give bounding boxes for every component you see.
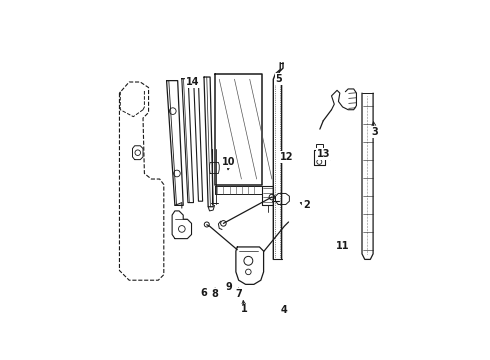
Text: 10: 10 [222, 157, 236, 167]
Text: 6: 6 [200, 288, 207, 298]
Text: 8: 8 [212, 289, 219, 299]
Text: 5: 5 [275, 74, 282, 84]
Text: 7: 7 [235, 289, 242, 299]
Text: 13: 13 [317, 149, 330, 159]
Text: 12: 12 [280, 152, 294, 162]
Text: 14: 14 [186, 77, 199, 87]
Text: 11: 11 [336, 240, 349, 251]
Text: 1: 1 [241, 304, 247, 314]
Text: 2: 2 [303, 201, 310, 210]
Text: 4: 4 [281, 305, 288, 315]
Bar [316, 144, 322, 149]
Text: 3: 3 [371, 127, 378, 137]
Text: 9: 9 [225, 282, 232, 292]
